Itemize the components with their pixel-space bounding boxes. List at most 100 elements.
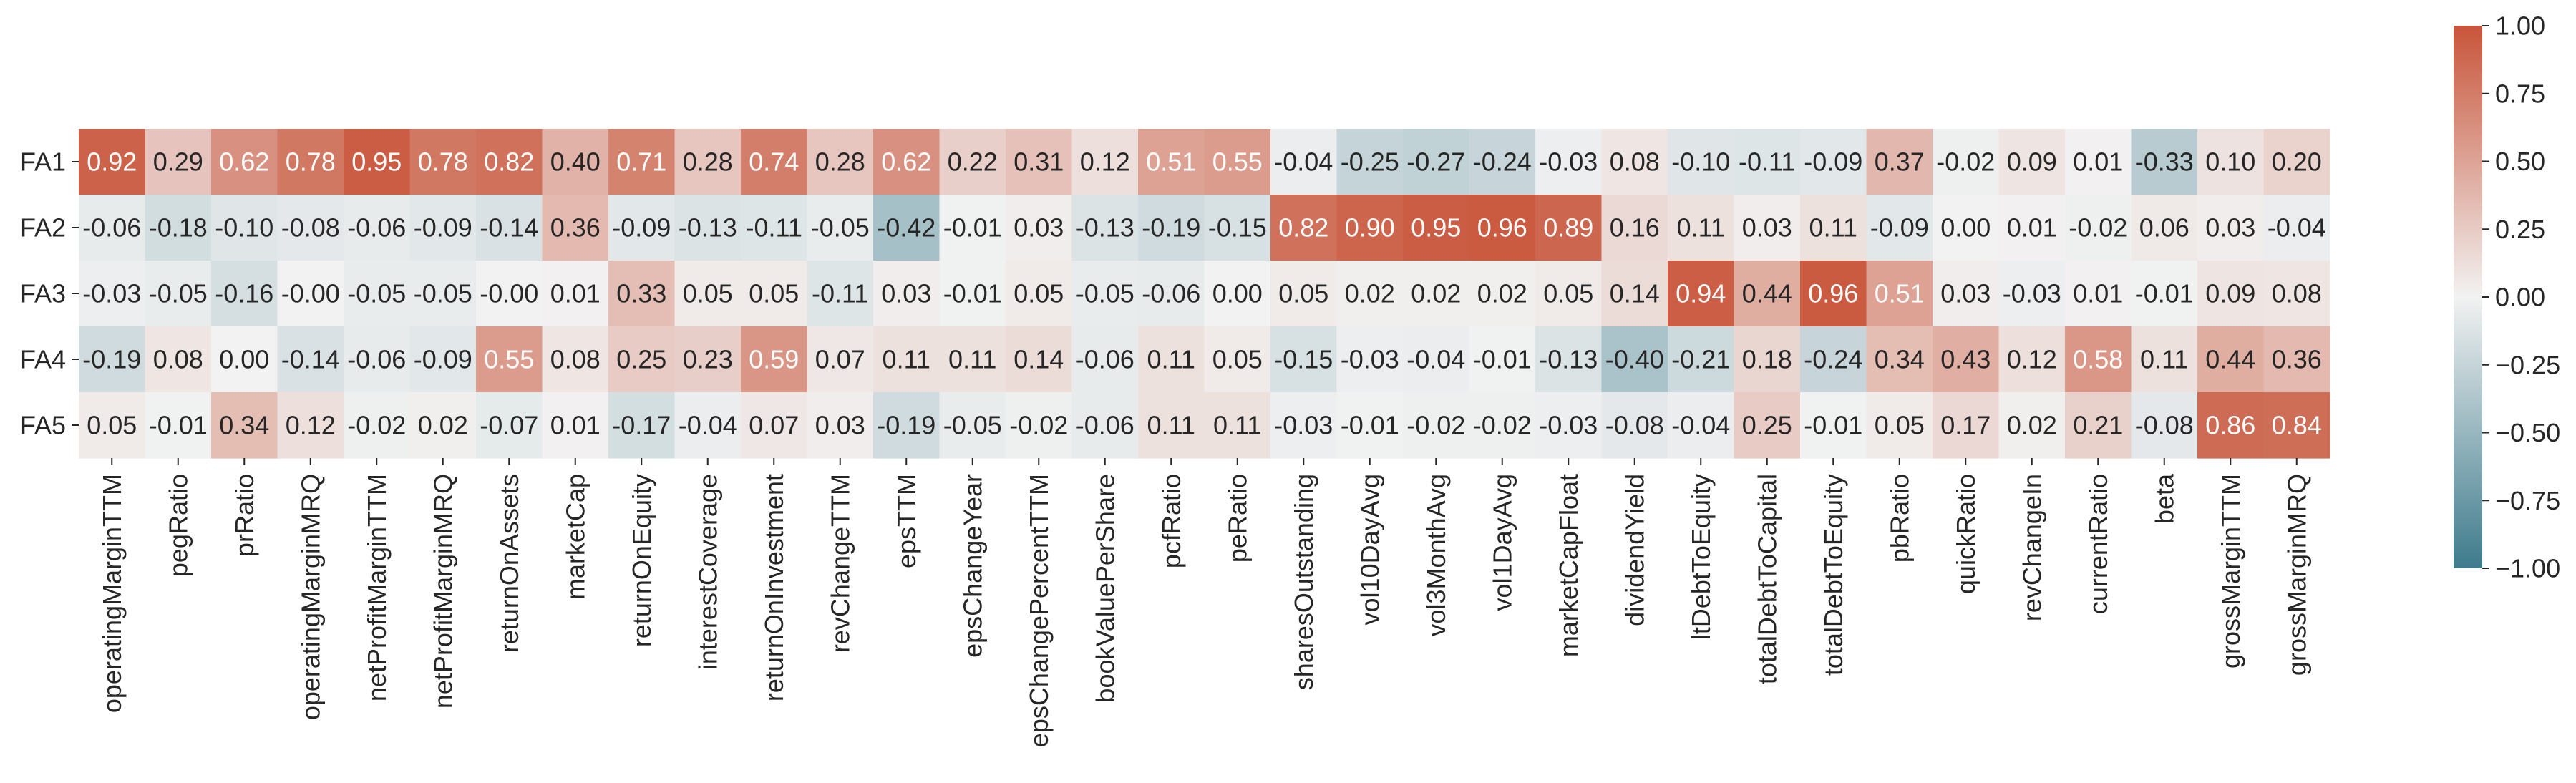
heatmap-cell	[1998, 261, 2066, 327]
heatmap-cell	[1403, 326, 1470, 393]
heatmap-cell	[608, 129, 676, 195]
cell-value-label: 0.00	[1212, 279, 1263, 308]
cell-value-label: -0.24	[1804, 345, 1862, 374]
cell-value-label: 0.31	[1014, 147, 1064, 177]
heatmap-cell	[79, 392, 146, 459]
column-label: returnOnAssets	[495, 474, 524, 653]
heatmap-cell	[674, 392, 742, 459]
heatmap-cell	[1469, 129, 1536, 195]
cell-value-label: -0.09	[1804, 147, 1862, 177]
column-label: grossMarginMRQ	[2282, 474, 2311, 676]
heatmap-cell	[1800, 261, 1867, 327]
heatmap-cell	[2131, 129, 2198, 195]
column-label: dividendYield	[1620, 474, 1649, 626]
heatmap-cell	[2131, 195, 2198, 261]
heatmap-cell	[344, 195, 411, 261]
cell-value-label: -0.03	[1539, 411, 1598, 440]
cell-value-label: 0.43	[1940, 345, 1991, 374]
cell-value-label: -0.19	[877, 411, 935, 440]
heatmap-cell	[1336, 129, 1404, 195]
cell-value-label: 0.02	[418, 411, 468, 440]
column-label: grossMarginTTM	[2216, 474, 2245, 668]
cell-value-label: -0.04	[2268, 213, 2326, 243]
cell-value-label: 0.02	[2007, 411, 2057, 440]
heatmap-cell	[277, 326, 344, 393]
cell-value-label: -0.06	[1142, 279, 1200, 308]
heatmap-cell	[409, 129, 477, 195]
cell-value-label: -0.01	[943, 279, 1002, 308]
cell-value-label: -0.11	[746, 213, 802, 243]
cell-value-label: -0.27	[1406, 147, 1465, 177]
heatmap-cell	[79, 326, 146, 393]
heatmap-cell	[277, 261, 344, 327]
heatmap-cell	[2065, 392, 2132, 459]
cell-value-label: 0.00	[1940, 213, 1991, 243]
heatmap-cell	[1668, 326, 1735, 393]
colorbar-ticks: 1.00 0.75 0.50 0.25 0.00 −0.25 −0.50 −0.75 −1.00	[2482, 11, 2560, 583]
cell-value-label: -0.00	[480, 279, 538, 308]
cell-value-label: 0.25	[1742, 411, 1792, 440]
cell-value-label: 0.08	[153, 345, 203, 374]
heatmap-cell	[476, 392, 543, 459]
cell-value-label: -0.03	[1274, 411, 1333, 440]
heatmap-cell	[409, 392, 477, 459]
cell-value-label: 0.82	[1278, 213, 1328, 243]
heatmap-cell	[873, 326, 941, 393]
heatmap-cell	[1535, 261, 1603, 327]
cell-value-label: 0.00	[219, 345, 269, 374]
cell-value-label: 0.11	[1213, 411, 1261, 440]
cell-value-label: -0.15	[1274, 345, 1333, 374]
heatmap-cell	[873, 129, 941, 195]
heatmap-cell	[145, 261, 212, 327]
column-label: ltDebtToEquity	[1686, 474, 1716, 640]
cell-value-label: 0.05	[749, 279, 799, 308]
heatmap-cell	[1998, 195, 2066, 261]
heatmap-cell	[873, 392, 941, 459]
cell-value-label: -0.04	[1274, 147, 1333, 177]
cell-value-label: 0.01	[550, 411, 601, 440]
cell-value-label: 0.09	[2007, 147, 2057, 177]
row-label: FA2	[20, 213, 66, 243]
cell-value-label: 0.78	[286, 147, 336, 177]
heatmap-cell	[1866, 261, 1933, 327]
heatmap-cell	[2131, 326, 2198, 393]
cell-value-label: 0.55	[484, 345, 534, 374]
cell-value-label: 0.82	[484, 147, 534, 177]
heatmap-cell	[1933, 392, 2000, 459]
cell-value-label: 0.05	[1212, 345, 1263, 374]
heatmap-cell	[939, 261, 1006, 327]
heatmap-cell	[542, 129, 609, 195]
cell-value-label: -0.05	[414, 279, 472, 308]
cell-value-label: -0.10	[1671, 147, 1730, 177]
row-label: FA1	[20, 147, 66, 177]
cell-value-label: -0.03	[1341, 345, 1399, 374]
cell-value-label: 0.20	[2272, 147, 2322, 177]
cell-value-label: -0.05	[149, 279, 208, 308]
cell-value-label: -0.13	[1076, 213, 1134, 243]
heatmap-cell	[608, 195, 676, 261]
column-label: interestCoverage	[693, 474, 722, 670]
cell-value-label: -0.09	[1870, 213, 1929, 243]
cell-value-label: -0.10	[215, 213, 273, 243]
cell-value-label: -0.16	[215, 279, 273, 308]
cell-value-label: 0.33	[616, 279, 666, 308]
cell-value-label: -0.02	[1406, 411, 1465, 440]
cell-value-label: 0.03	[881, 279, 931, 308]
heatmap-cell	[2065, 326, 2132, 393]
column-label: prRatio	[230, 474, 259, 557]
cell-value-label: 0.03	[815, 411, 865, 440]
colorbar-tick-label: 1.00	[2495, 11, 2545, 41]
cell-value-label: -0.09	[414, 213, 472, 243]
column-labels: operatingMarginTTM pegRatio prRatio operati…	[97, 458, 2311, 747]
heatmap-cell	[1998, 326, 2066, 393]
heatmap-cell	[1403, 195, 1470, 261]
heatmap-cell	[1866, 129, 1933, 195]
cell-value-label: -0.01	[1473, 345, 1532, 374]
heatmap-cell	[1668, 195, 1735, 261]
cell-value-label: 0.01	[2007, 213, 2057, 243]
heatmap-cell	[1601, 195, 1668, 261]
heatmap-cell	[741, 392, 808, 459]
cell-value-label: 0.05	[1875, 411, 1925, 440]
cell-value-label: -0.02	[1473, 411, 1532, 440]
cell-value-label: 0.08	[550, 345, 601, 374]
